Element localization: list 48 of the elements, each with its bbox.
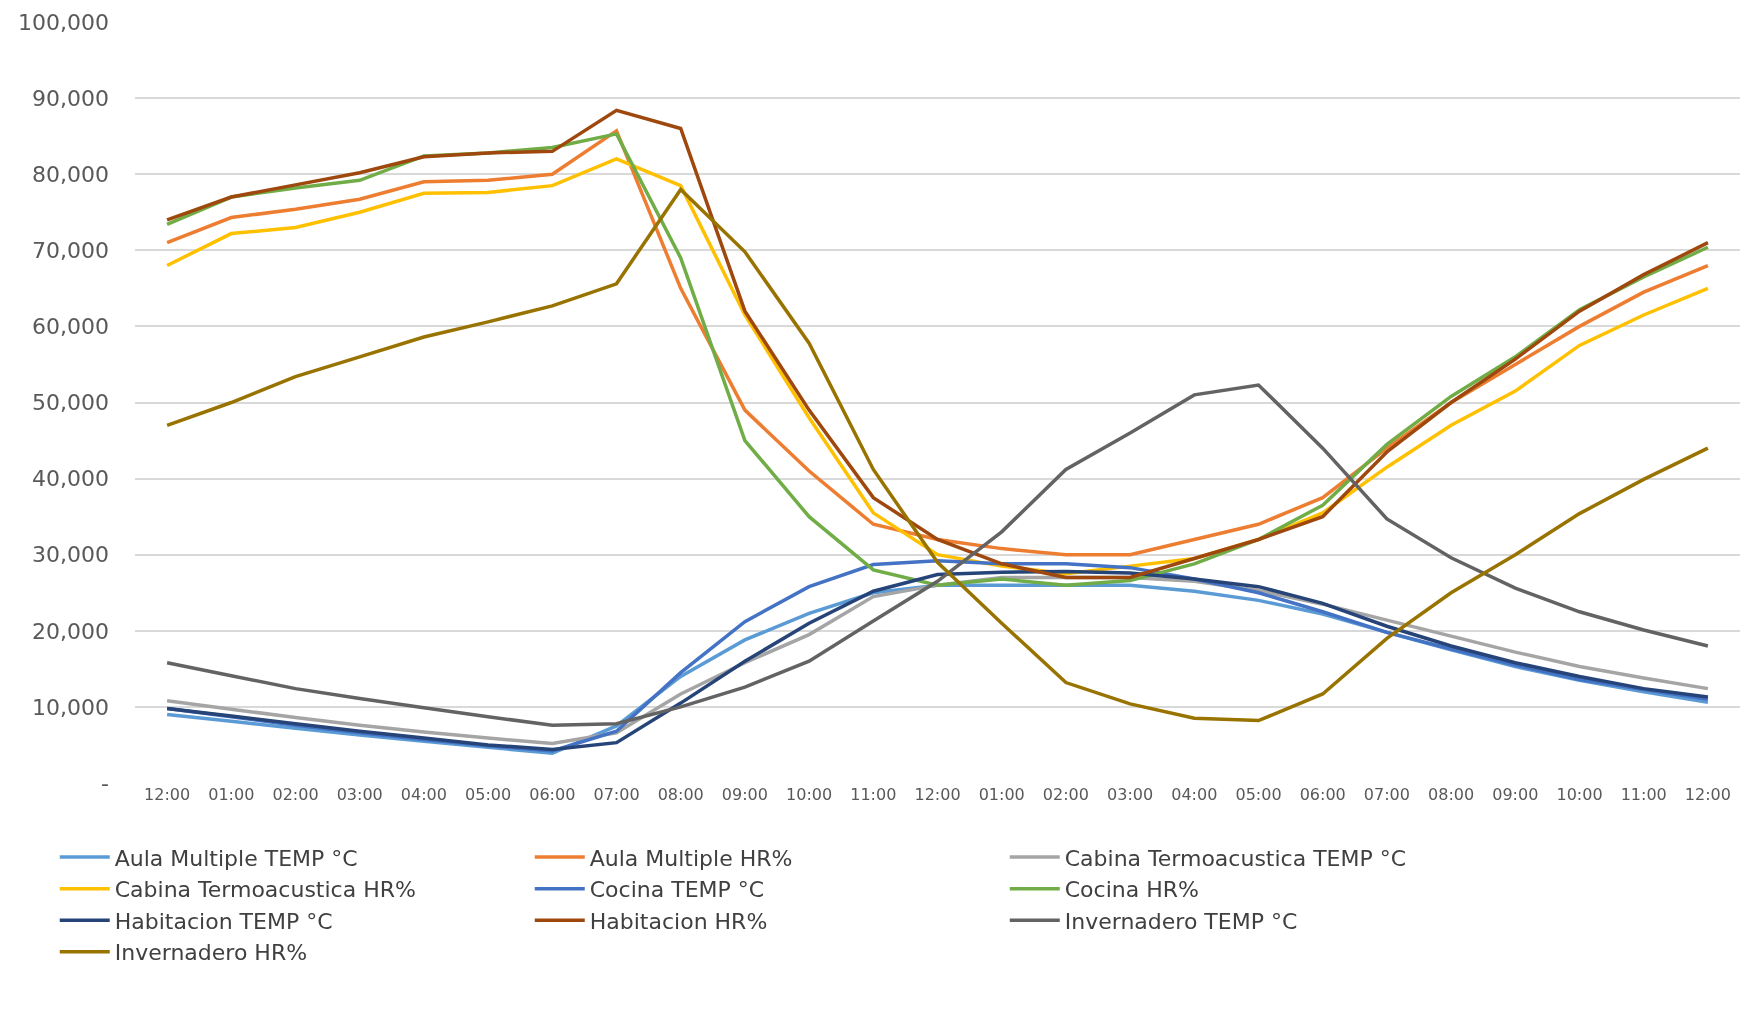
x-tick-label: 10:00 (1556, 785, 1603, 804)
legend-label: Cocina TEMP °C (589, 877, 765, 903)
y-tick-label: 90,000 (32, 85, 109, 111)
x-tick-label: 10:00 (786, 785, 833, 804)
x-tick-label: 12:00 (1684, 785, 1731, 804)
x-tick-label: 12:00 (914, 785, 961, 804)
x-tick-label: 09:00 (721, 785, 768, 804)
x-tick-label: 01:00 (208, 785, 255, 804)
line-series (165, 187, 1710, 723)
x-tick-label: 03:00 (1107, 785, 1154, 804)
legend-label: Habitacion HR% (589, 908, 768, 934)
legend-label: Invernadero HR% (114, 940, 308, 966)
legend-label: Aula Multiple HR% (589, 845, 793, 871)
y-tick-label: 40,000 (32, 466, 109, 492)
legend-label: Cabina Termoacustica TEMP °C (1064, 845, 1407, 871)
x-tick-label: 08:00 (657, 785, 704, 804)
x-tick-label: 05:00 (465, 785, 512, 804)
y-tick-label: 100,000 (18, 9, 109, 35)
legend-label: Aula Multiple TEMP °C (114, 845, 358, 871)
x-tick-label: 06:00 (529, 785, 576, 804)
legend-label: Cabina Termoacustica HR% (114, 877, 416, 903)
legend-label: Habitacion TEMP °C (114, 908, 333, 934)
x-tick-label: 04:00 (400, 785, 447, 804)
x-tick-label: 04:00 (1171, 785, 1218, 804)
x-tick-label: 07:00 (593, 785, 640, 804)
x-tick-label: 07:00 (1363, 785, 1410, 804)
x-tick-label: 08:00 (1428, 785, 1475, 804)
y-tick-label: 70,000 (32, 238, 109, 263)
x-tick-label: 11:00 (850, 785, 897, 804)
x-tick-label: 03:00 (336, 785, 383, 804)
y-tick-label: 30,000 (32, 542, 109, 568)
legend-label: Invernadero TEMP °C (1064, 908, 1298, 934)
y-tick-label: 80,000 (32, 161, 109, 187)
y-tick-label: - (101, 770, 109, 796)
y-tick-label: 10,000 (32, 694, 109, 720)
x-tick-label: 09:00 (1492, 785, 1539, 804)
x-tick-label: 11:00 (1620, 785, 1667, 804)
x-tick-label: 01:00 (978, 785, 1025, 804)
legend-label: Cocina HR% (1064, 877, 1199, 903)
y-tick-label: 60,000 (32, 314, 109, 340)
x-tick-label: 02:00 (1042, 785, 1089, 804)
line-series (165, 383, 1710, 727)
x-tick-label: 06:00 (1299, 785, 1346, 804)
x-tick-label: 02:00 (272, 785, 319, 804)
y-tick-label: 50,000 (32, 390, 109, 416)
x-tick-label: 12:00 (144, 785, 191, 804)
y-tick-label: 20,000 (32, 618, 109, 644)
x-tick-label: 05:00 (1235, 785, 1282, 804)
